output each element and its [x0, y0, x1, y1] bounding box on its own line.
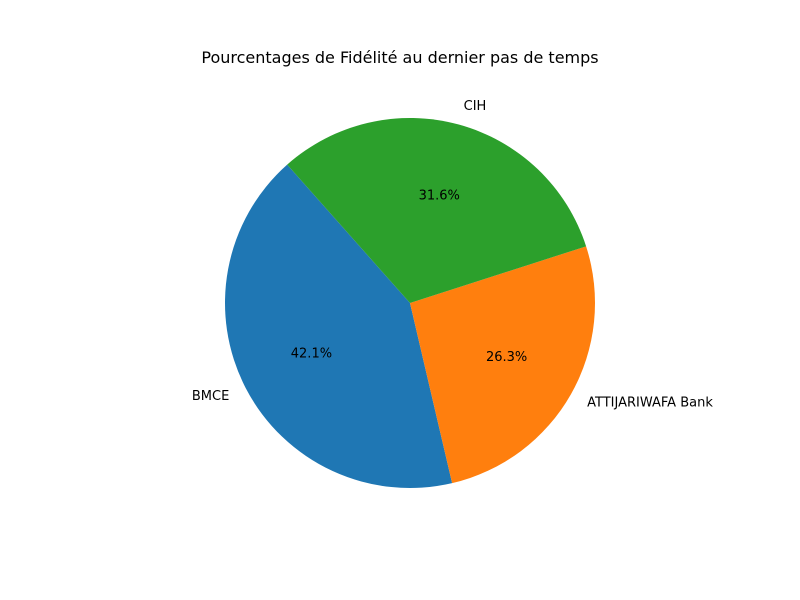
slice-label: CIH [464, 99, 487, 114]
chart-title: Pourcentages de Fidélité au dernier pas … [201, 48, 599, 67]
pie-slices [224, 117, 595, 488]
slice-label: ATTIJARIWAFA Bank [587, 396, 713, 411]
pie-slice-cih [287, 117, 587, 303]
pie-slice-attijariwafa-bank [410, 246, 595, 484]
pie-labels: BMCE 42.1% ATTIJARIWAFA Bank 26.3% CIH 31.6% [192, 99, 713, 411]
slice-label: BMCE [192, 389, 229, 404]
slice-percent-label: 31.6% [419, 188, 460, 203]
pie-slice-bmce [224, 164, 453, 488]
slice-percent-label: 26.3% [486, 350, 527, 365]
slice-percent-label: 42.1% [291, 347, 332, 362]
